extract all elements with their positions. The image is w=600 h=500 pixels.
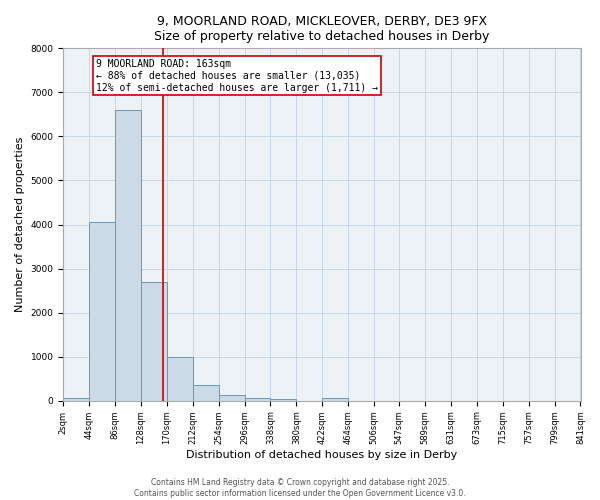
Text: 9 MOORLAND ROAD: 163sqm
← 88% of detached houses are smaller (13,035)
12% of sem: 9 MOORLAND ROAD: 163sqm ← 88% of detache…: [96, 60, 378, 92]
Bar: [218, 395, 245, 400]
Bar: [141, 282, 167, 401]
Bar: [115, 110, 141, 401]
Bar: [89, 222, 115, 400]
Y-axis label: Number of detached properties: Number of detached properties: [15, 137, 25, 312]
Bar: [63, 398, 89, 400]
X-axis label: Distribution of detached houses by size in Derby: Distribution of detached houses by size …: [186, 450, 458, 460]
Bar: [193, 386, 218, 400]
Bar: [245, 398, 271, 400]
Title: 9, MOORLAND ROAD, MICKLEOVER, DERBY, DE3 9FX
Size of property relative to detach: 9, MOORLAND ROAD, MICKLEOVER, DERBY, DE3…: [154, 15, 490, 43]
Bar: [322, 398, 348, 400]
Text: Contains HM Land Registry data © Crown copyright and database right 2025.
Contai: Contains HM Land Registry data © Crown c…: [134, 478, 466, 498]
Bar: [167, 357, 193, 401]
